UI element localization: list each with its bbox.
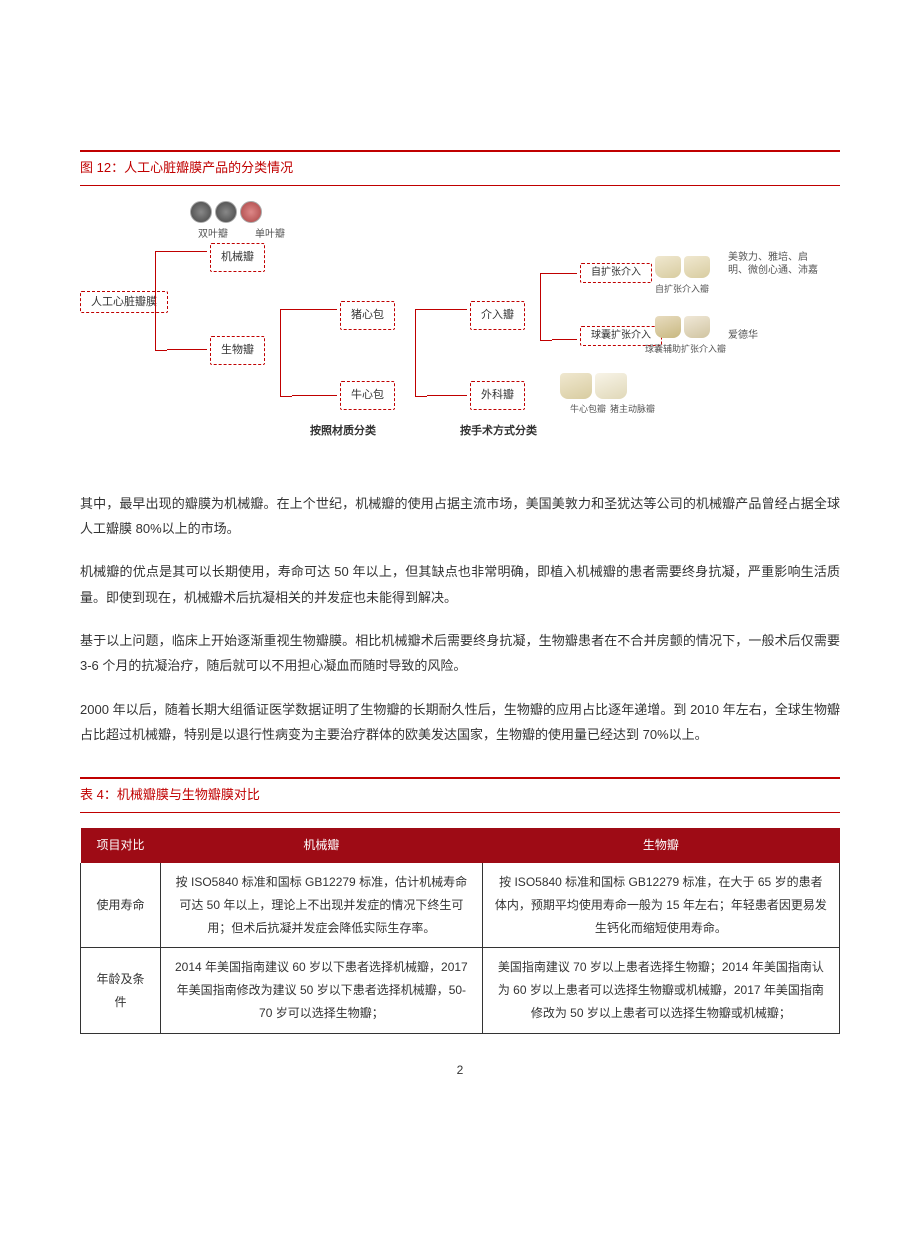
connector-line (167, 349, 207, 351)
page-number: 2 (80, 1059, 840, 1082)
valve-image-icon (190, 201, 212, 223)
connector-line (427, 309, 467, 311)
cow-pkg-label: 牛心包瓣 (570, 401, 606, 418)
header-col3: 生物瓣 (482, 828, 839, 863)
connector-line (292, 395, 337, 397)
intervention-node: 介入瓣 (470, 301, 525, 330)
header-col2: 机械瓣 (161, 828, 483, 863)
connector-line (167, 251, 207, 253)
connector-line (552, 339, 577, 341)
mechanical-node: 机械瓣 (210, 243, 265, 272)
classification-diagram: 双叶瓣 单叶瓣 人工心脏瓣膜 机械瓣 生物瓣 猪心包 牛心包 介入瓣 外科瓣 自… (80, 201, 840, 461)
paragraph-1: 其中，最早出现的瓣膜为机械瓣。在上个世纪，机械瓣的使用占据主流市场，美国美敦力和… (80, 491, 840, 542)
paragraph-4: 2000 年以后，随着长期大组循证医学数据证明了生物瓣的长期耐久性后，生物瓣的应… (80, 697, 840, 748)
by-surgery-label: 按手术方式分类 (460, 421, 537, 442)
balloon-expand-label: 球囊辅助扩张介入瓣 (645, 341, 726, 358)
table-row: 使用寿命 按 ISO5840 标准和国标 GB12279 标准，估计机械寿命可达… (81, 863, 840, 948)
cell-mechanical: 2014 年美国指南建议 60 岁以下患者选择机械瓣，2017 年美国指南修改为… (161, 948, 483, 1033)
header-col1: 项目对比 (81, 828, 161, 863)
bracket-icon (540, 273, 552, 341)
self-expand-label: 自扩张介入瓣 (655, 281, 709, 298)
connector-line (292, 309, 337, 311)
table-title: 表 4：机械瓣膜与生物瓣膜对比 (80, 777, 840, 813)
bracket-icon (415, 309, 427, 397)
valve-image-icon (240, 201, 262, 223)
surgical-node: 外科瓣 (470, 381, 525, 410)
valve-product-icon (655, 256, 681, 278)
table-row: 年龄及条件 2014 年美国指南建议 60 岁以下患者选择机械瓣，2017 年美… (81, 948, 840, 1033)
brand-label-2: 爱德华 (728, 326, 758, 345)
mechanical-valve-images (190, 201, 262, 223)
valve-product-icon (560, 373, 592, 399)
pig-node: 猪心包 (340, 301, 395, 330)
bracket-icon (280, 309, 292, 397)
valve-product-icon (684, 316, 710, 338)
single-leaf-label: 单叶瓣 (255, 225, 285, 244)
bracket-icon (155, 251, 167, 351)
cell-mechanical: 按 ISO5840 标准和国标 GB12279 标准，估计机械寿命可达 50 年… (161, 863, 483, 948)
cell-biological: 美国指南建议 70 岁以上患者选择生物瓣；2014 年美国指南认为 60 岁以上… (482, 948, 839, 1033)
connector-line (552, 273, 577, 275)
paragraph-2: 机械瓣的优点是其可以长期使用，寿命可达 50 年以上，但其缺点也非常明确，即植入… (80, 559, 840, 610)
row-label: 年龄及条件 (81, 948, 161, 1033)
table-header-row: 项目对比 机械瓣 生物瓣 (81, 828, 840, 863)
connector-line (427, 395, 467, 397)
valve-image-icon (215, 201, 237, 223)
biological-node: 生物瓣 (210, 336, 265, 365)
cell-biological: 按 ISO5840 标准和国标 GB12279 标准，在大于 65 岁的患者体内… (482, 863, 839, 948)
valve-product-icon (655, 316, 681, 338)
pig-valve-label: 猪主动脉瓣 (610, 401, 655, 418)
surgical-images (560, 373, 627, 399)
balloon-expand-images (655, 316, 710, 338)
paragraph-3: 基于以上问题，临床上开始逐渐重视生物瓣膜。相比机械瓣术后需要终身抗凝，生物瓣患者… (80, 628, 840, 679)
valve-product-icon (684, 256, 710, 278)
figure-title: 图 12：人工心脏瓣膜产品的分类情况 (80, 150, 840, 186)
valve-product-icon (595, 373, 627, 399)
self-expand-node: 自扩张介入 (580, 263, 652, 283)
by-material-label: 按照材质分类 (310, 421, 376, 442)
cow-node: 牛心包 (340, 381, 395, 410)
comparison-table-section: 表 4：机械瓣膜与生物瓣膜对比 项目对比 机械瓣 生物瓣 使用寿命 按 ISO5… (80, 777, 840, 1033)
dual-leaf-label: 双叶瓣 (198, 225, 228, 244)
row-label: 使用寿命 (81, 863, 161, 948)
brand-label-1: 美敦力、雅培、启明、微创心通、沛嘉 (728, 251, 818, 277)
self-expand-images (655, 256, 710, 278)
comparison-table: 项目对比 机械瓣 生物瓣 使用寿命 按 ISO5840 标准和国标 GB1227… (80, 828, 840, 1034)
